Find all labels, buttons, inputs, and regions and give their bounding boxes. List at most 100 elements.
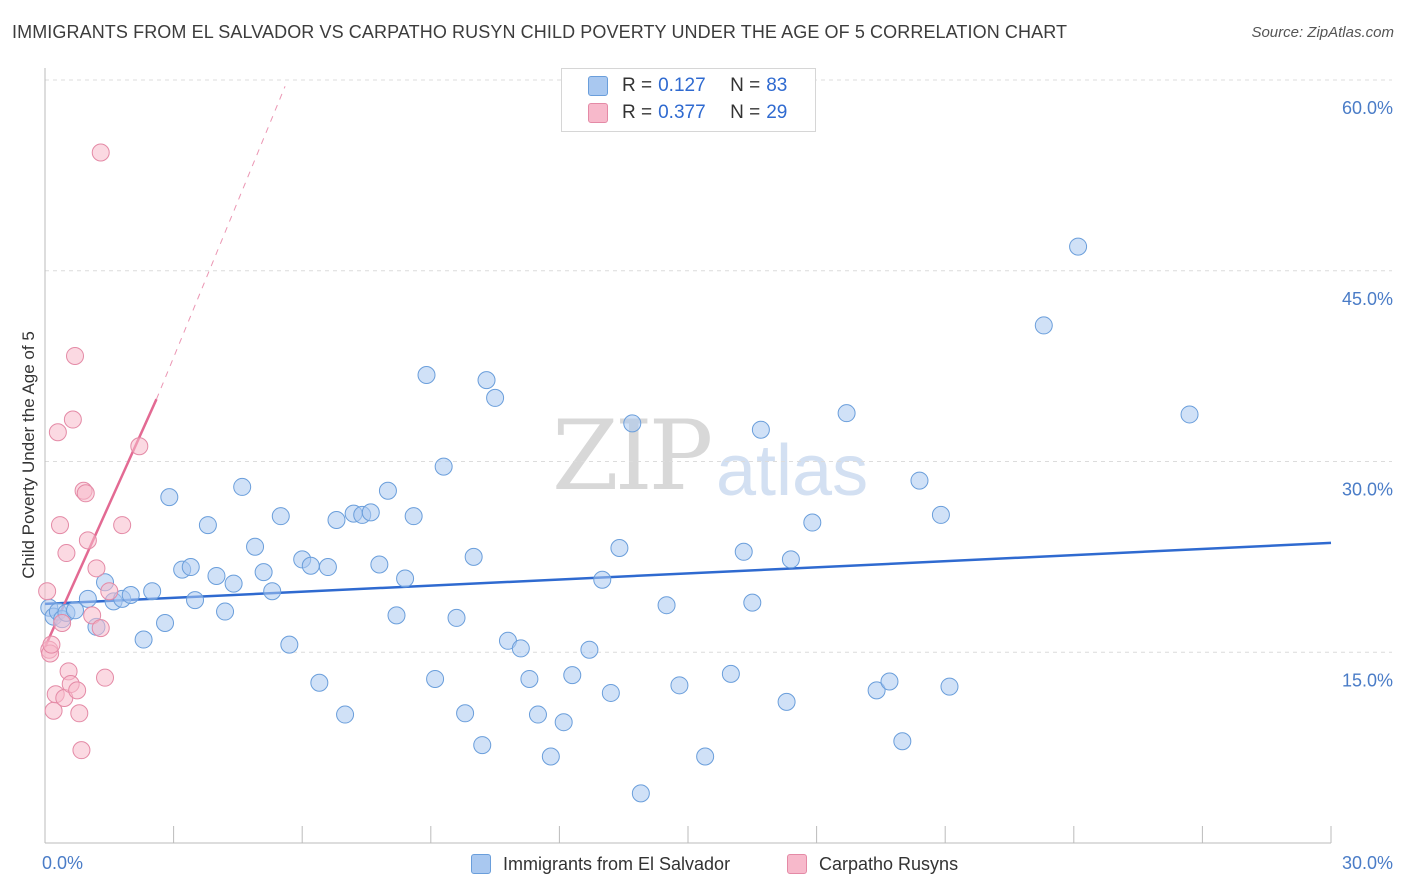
point-carpatho-rusyn — [100, 582, 119, 601]
point-el-salvador — [867, 681, 886, 700]
point-el-salvador — [623, 414, 642, 433]
point-el-salvador — [456, 704, 475, 723]
point-el-salvador — [511, 639, 530, 658]
y-tick-label: 15.0% — [1342, 670, 1393, 690]
point-el-salvador — [327, 510, 346, 529]
point-el-salvador — [271, 507, 290, 526]
point-el-salvador — [931, 505, 950, 524]
point-el-salvador — [1180, 405, 1199, 424]
bottom-legend-label: Immigrants from El Salvador — [503, 853, 731, 874]
point-carpatho-rusyn — [68, 681, 87, 700]
trend-line-el-salvador — [44, 541, 1332, 606]
data-points — [38, 143, 1199, 803]
point-carpatho-rusyn — [96, 668, 115, 687]
point-el-salvador — [336, 705, 355, 724]
point-el-salvador — [134, 630, 153, 649]
legend-r-label: R = — [622, 102, 653, 123]
point-el-salvador — [734, 542, 753, 561]
point-el-salvador — [198, 516, 217, 535]
y-axis-label: Child Poverty Under the Age of 5 — [19, 331, 38, 579]
y-tick-label: 60.0% — [1342, 98, 1393, 118]
point-el-salvador — [246, 537, 265, 556]
point-carpatho-rusyn — [113, 516, 132, 535]
point-el-salvador — [520, 669, 539, 688]
legend-n-value: 83 — [766, 75, 788, 96]
point-el-salvador — [426, 669, 445, 688]
point-carpatho-rusyn — [53, 614, 72, 633]
point-el-salvador — [387, 606, 406, 625]
point-el-salvador — [370, 555, 389, 574]
point-el-salvador — [207, 566, 226, 585]
point-el-salvador — [670, 676, 689, 695]
bottom-legend-label: Carpatho Rusyns — [819, 853, 959, 874]
point-el-salvador — [601, 683, 620, 702]
point-el-salvador — [580, 640, 599, 659]
point-carpatho-rusyn — [87, 559, 106, 578]
axes — [44, 68, 1332, 844]
point-el-salvador — [751, 420, 770, 439]
watermark-atlas: atlas — [716, 431, 869, 511]
point-el-salvador — [781, 550, 800, 569]
trend-line-carpatho-rusyn-extension — [155, 86, 286, 400]
y-tick-label: 45.0% — [1342, 289, 1393, 309]
point-el-salvador — [434, 457, 453, 476]
point-el-salvador — [563, 666, 582, 685]
grid-lines — [45, 79, 1392, 653]
trend-lines — [43, 86, 1332, 648]
bottom-legend-swatch-pink — [787, 854, 807, 874]
point-el-salvador — [473, 736, 492, 755]
point-el-salvador — [893, 732, 912, 751]
legend-n-label: N = — [730, 102, 761, 123]
bottom-legend-carpatho-rusyn: Carpatho Rusyns — [787, 852, 958, 876]
point-el-salvador — [1069, 237, 1088, 256]
point-el-salvador — [78, 589, 97, 608]
point-carpatho-rusyn — [76, 484, 95, 503]
tick-labels: 15.0% 30.0% 45.0% 60.0% 0.0% 30.0% — [42, 98, 1393, 873]
point-el-salvador — [777, 692, 796, 711]
legend-row-carpatho-rusyn: R = 0.377 N = 29 — [588, 101, 787, 125]
point-carpatho-rusyn — [83, 606, 102, 625]
point-el-salvador — [310, 673, 329, 692]
point-el-salvador — [696, 747, 715, 766]
point-el-salvador — [610, 538, 629, 557]
point-el-salvador — [66, 601, 85, 620]
point-el-salvador — [417, 366, 436, 385]
point-el-salvador — [528, 705, 547, 724]
point-carpatho-rusyn — [78, 531, 97, 550]
point-el-salvador — [156, 614, 175, 633]
point-carpatho-rusyn — [51, 516, 70, 535]
legend-n-value: 29 — [766, 102, 788, 123]
point-el-salvador — [181, 558, 200, 577]
point-el-salvador — [404, 507, 423, 526]
point-el-salvador — [396, 569, 415, 588]
point-el-salvador — [216, 602, 235, 621]
point-el-salvador — [721, 664, 740, 683]
point-el-salvador — [743, 593, 762, 612]
point-el-salvador — [121, 586, 140, 605]
point-el-salvador — [254, 563, 273, 582]
legend-r-value: 0.127 — [658, 75, 706, 96]
point-carpatho-rusyn — [130, 437, 149, 456]
point-el-salvador — [224, 574, 243, 593]
point-carpatho-rusyn — [42, 635, 61, 654]
point-el-salvador — [447, 608, 466, 627]
legend-r-value: 0.377 — [658, 102, 706, 123]
point-carpatho-rusyn — [57, 544, 76, 563]
point-el-salvador — [837, 404, 856, 423]
point-carpatho-rusyn — [91, 143, 110, 162]
point-el-salvador — [280, 635, 299, 654]
chart-title: IMMIGRANTS FROM EL SALVADOR VS CARPATHO … — [12, 22, 1068, 42]
bottom-legend-swatch-blue — [471, 854, 491, 874]
point-el-salvador — [554, 713, 573, 732]
point-el-salvador — [940, 677, 959, 696]
legend-swatch-pink — [588, 103, 608, 123]
bottom-legend-el-salvador: Immigrants from El Salvador — [471, 852, 730, 876]
point-el-salvador — [378, 481, 397, 500]
point-el-salvador — [361, 503, 380, 522]
point-el-salvador — [880, 672, 899, 691]
point-el-salvador — [486, 388, 505, 407]
point-carpatho-rusyn — [70, 704, 89, 723]
point-carpatho-rusyn — [72, 741, 91, 760]
legend-r-label: R = — [622, 75, 653, 96]
legend-row-el-salvador: R = 0.127 N = 83 — [588, 74, 787, 98]
